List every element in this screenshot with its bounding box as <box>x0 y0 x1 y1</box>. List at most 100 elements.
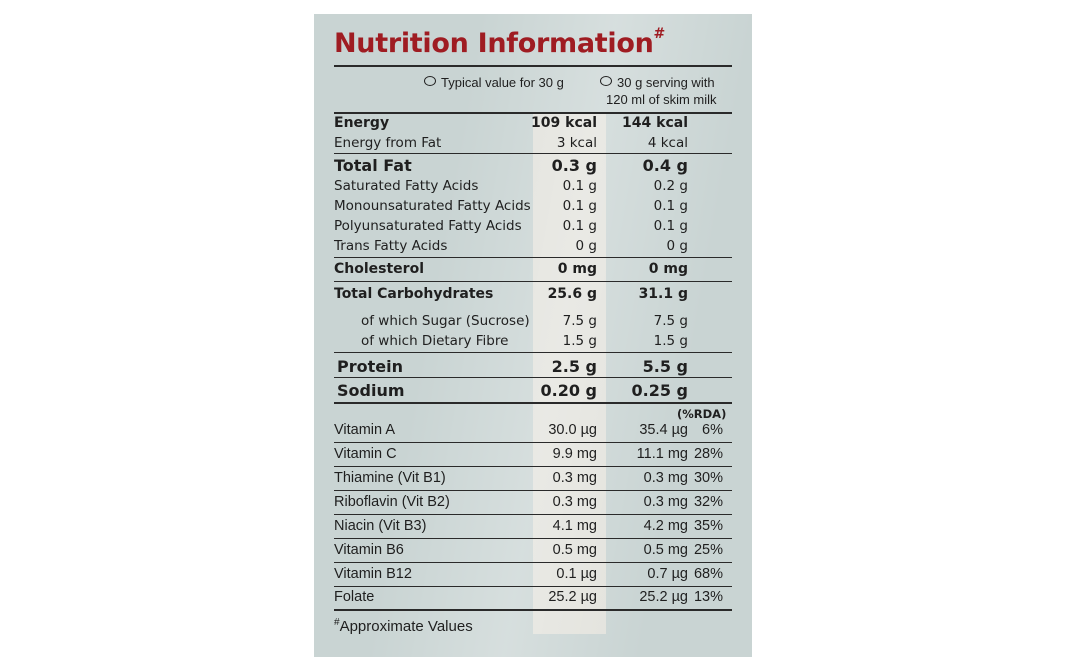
row-vitamin-b12: Vitamin B12 0.1 µg 0.7 µg 68% <box>334 566 732 586</box>
nutrient-label: Saturated Fatty Acids <box>334 178 479 194</box>
nutrient-label: Total Carbohydrates <box>334 286 494 302</box>
title-footnote-mark: # <box>653 26 666 42</box>
row-cholesterol: Cholesterol 0 mg 0 mg <box>334 261 732 281</box>
divider <box>334 377 732 378</box>
nutrient-label: Trans Fatty Acids <box>334 238 448 254</box>
row-energy: Energy 109 kcal 144 kcal <box>334 115 732 135</box>
nutrient-value-30g: 0.1 g <box>562 198 597 214</box>
column-legend-1-text: Typical value for 30 g <box>441 75 564 90</box>
column-highlight <box>533 114 606 634</box>
row-protein: Protein 2.5 g 5.5 g <box>334 357 732 377</box>
header-rule <box>334 112 732 114</box>
row-riboflavin: Riboflavin (Vit B2) 0.3 mg 0.3 mg 32% <box>334 494 732 514</box>
nutrient-value-30g: 2.5 g <box>551 357 597 376</box>
title-text: Nutrition Information <box>334 28 654 59</box>
nutrient-value-with-milk: 1.5 g <box>653 333 688 349</box>
vitamin-value-30g: 25.2 µg <box>548 589 597 605</box>
footnote: #Approximate Values <box>334 617 473 635</box>
nutrient-value-30g: 0 mg <box>557 261 597 277</box>
nutrient-value-30g: 0.1 g <box>562 218 597 234</box>
row-saturated-fatty-acids: Saturated Fatty Acids 0.1 g 0.2 g <box>334 178 732 198</box>
column-legend-1: Typical value for 30 g <box>424 74 564 91</box>
vitamin-label: Vitamin B6 <box>334 542 404 558</box>
vitamin-rda: 32% <box>693 494 723 510</box>
vitamin-value-30g: 9.9 mg <box>552 446 597 462</box>
nutrient-label: Protein <box>337 357 403 376</box>
vitamin-rda: 30% <box>693 470 723 486</box>
divider <box>334 466 732 467</box>
nutrient-value-with-milk: 0 mg <box>648 261 688 277</box>
vitamin-value-30g: 4.1 mg <box>552 518 597 534</box>
row-monounsaturated-fatty-acids: Monounsaturated Fatty Acids 0.1 g 0.1 g <box>334 198 732 218</box>
vitamin-label: Riboflavin (Vit B2) <box>334 494 450 510</box>
vitamin-rda: 35% <box>693 518 723 534</box>
row-folate: Folate 25.2 µg 25.2 µg 13% <box>334 589 732 609</box>
vitamin-value-with-milk: 35.4 µg <box>639 422 688 438</box>
row-vitamin-a: Vitamin A 30.0 µg 35.4 µg 6% <box>334 422 732 442</box>
divider <box>334 538 732 539</box>
vitamin-rda: 68% <box>693 566 723 582</box>
divider <box>334 562 732 563</box>
nutrient-value-with-milk: 4 kcal <box>647 135 688 151</box>
nutrient-value-30g: 0 g <box>575 238 597 254</box>
vitamin-value-with-milk: 11.1 mg <box>636 446 688 462</box>
vitamin-value-with-milk: 0.3 mg <box>643 470 688 486</box>
vitamin-value-with-milk: 25.2 µg <box>639 589 688 605</box>
table-bottom-rule <box>334 609 732 611</box>
vitamin-value-30g: 0.3 mg <box>552 470 597 486</box>
divider <box>334 352 732 353</box>
nutrient-value-with-milk: 0 g <box>666 238 688 254</box>
divider <box>334 442 732 443</box>
divider <box>334 153 732 154</box>
row-vitamin-b6: Vitamin B6 0.5 mg 0.5 mg 25% <box>334 542 732 562</box>
row-vitamin-c: Vitamin C 9.9 mg 11.1 mg 28% <box>334 446 732 466</box>
nutrient-value-30g: 0.1 g <box>562 178 597 194</box>
vitamin-value-with-milk: 0.3 mg <box>643 494 688 510</box>
nutrition-panel: Nutrition Information# Typical value for… <box>314 14 752 657</box>
vitamin-label: Folate <box>334 589 375 605</box>
nutrient-value-30g: 1.5 g <box>562 333 597 349</box>
vitamin-label: Niacin (Vit B3) <box>334 518 427 534</box>
vitamin-label: Vitamin A <box>334 422 395 438</box>
oval-icon <box>424 76 436 86</box>
nutrient-value-30g: 0.20 g <box>540 381 598 400</box>
column-legend-2-line2: 120 ml of skim milk <box>606 92 717 107</box>
nutrient-label: Monounsaturated Fatty Acids <box>334 198 531 214</box>
nutrient-value-with-milk: 31.1 g <box>638 286 688 302</box>
divider <box>334 490 732 491</box>
nutrient-label: Total Fat <box>334 156 412 175</box>
row-sodium: Sodium 0.20 g 0.25 g <box>334 381 732 401</box>
vitamin-value-with-milk: 4.2 mg <box>643 518 688 534</box>
nutrient-value-with-milk: 144 kcal <box>622 115 688 131</box>
row-trans-fatty-acids: Trans Fatty Acids 0 g 0 g <box>334 238 732 258</box>
row-thiamine: Thiamine (Vit B1) 0.3 mg 0.3 mg 30% <box>334 470 732 490</box>
row-polyunsaturated-fatty-acids: Polyunsaturated Fatty Acids 0.1 g 0.1 g <box>334 218 732 238</box>
nutrient-value-with-milk: 0.2 g <box>653 178 688 194</box>
nutrient-label: Cholesterol <box>334 261 424 277</box>
vitamin-rda: 13% <box>693 589 723 605</box>
divider <box>334 281 732 282</box>
nutrient-value-30g: 0.3 g <box>551 156 597 175</box>
title-rule <box>334 65 732 67</box>
row-dietary-fibre: of which Dietary Fibre 1.5 g 1.5 g <box>334 333 732 353</box>
row-energy-from-fat: Energy from Fat 3 kcal 4 kcal <box>334 135 732 155</box>
column-legend-2: 30 g serving with 120 ml of skim milk <box>600 74 717 108</box>
footnote-mark: # <box>334 617 340 628</box>
vitamin-value-30g: 30.0 µg <box>548 422 597 438</box>
nutrient-value-30g: 109 kcal <box>531 115 597 131</box>
nutrient-value-30g: 3 kcal <box>556 135 597 151</box>
nutrient-label: Polyunsaturated Fatty Acids <box>334 218 522 234</box>
nutrient-value-with-milk: 0.1 g <box>653 198 688 214</box>
vitamin-label: Thiamine (Vit B1) <box>334 470 446 486</box>
vitamin-value-30g: 0.3 mg <box>552 494 597 510</box>
divider <box>334 257 732 258</box>
nutrient-label: Sodium <box>337 381 405 400</box>
vitamin-value-with-milk: 0.5 mg <box>643 542 688 558</box>
nutrient-value-with-milk: 7.5 g <box>653 313 688 329</box>
oval-icon <box>600 76 612 86</box>
row-total-fat: Total Fat 0.3 g 0.4 g <box>334 156 732 176</box>
row-niacin: Niacin (Vit B3) 4.1 mg 4.2 mg 35% <box>334 518 732 538</box>
nutrient-label: Energy <box>334 115 390 131</box>
section-rule <box>334 402 732 404</box>
footnote-text: Approximate Values <box>339 618 473 635</box>
